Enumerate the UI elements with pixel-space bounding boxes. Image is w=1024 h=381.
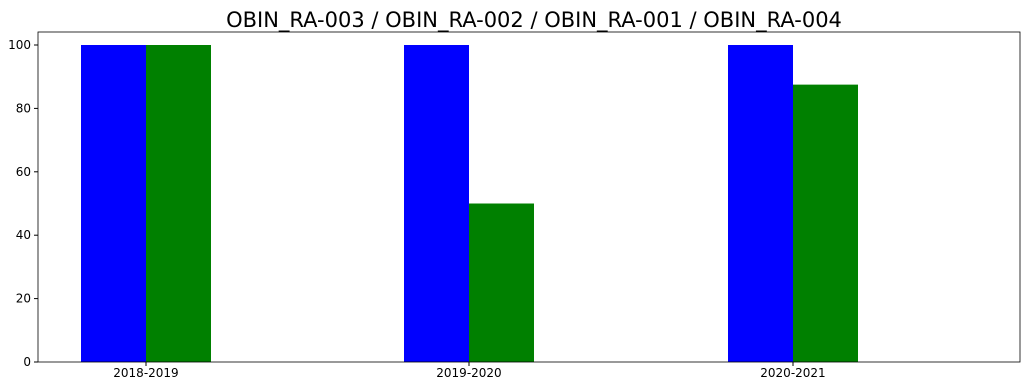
y-tick-label-100: 100 [8,38,31,52]
bar-2018-2019-series-2 [146,45,211,362]
y-tick-label-60: 60 [16,165,31,179]
x-tick-label-2019-2020: 2019-2020 [436,366,501,380]
bar-2020-2021-series-2 [793,84,858,362]
bar-2019-2020-series-1 [404,45,469,362]
bar-2018-2019-series-1 [81,45,146,362]
bar-2020-2021-series-1 [728,45,793,362]
bar-2019-2020-series-2 [469,203,534,362]
y-axis: 0 20 40 60 80 100 [8,38,38,369]
plot-frame [37,31,1021,363]
x-tick-label-2020-2021: 2020-2021 [760,366,825,380]
x-tick-label-2018-2019: 2018-2019 [113,366,178,380]
y-tick-label-20: 20 [16,292,31,306]
y-tick-label-0: 0 [23,355,31,369]
chart-title: OBIN_RA-003 / OBIN_RA-002 / OBIN_RA-001 … [226,8,842,33]
x-axis: 2018-2019 2019-2020 2020-2021 [113,362,826,380]
bars-layer [81,45,858,362]
y-tick-label-80: 80 [16,101,31,115]
y-tick-label-40: 40 [16,228,31,242]
